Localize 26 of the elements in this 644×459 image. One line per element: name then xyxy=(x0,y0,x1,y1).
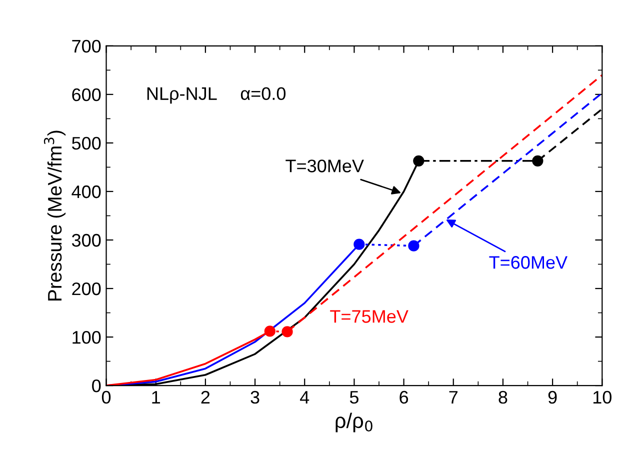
y-tick-label: 700 xyxy=(72,40,101,53)
x-tick-label: 2 xyxy=(201,390,210,404)
x-axis-title: ρ/ρ$_{0}$ xyxy=(336,412,372,432)
x-tick-label: 6 xyxy=(400,390,408,404)
y-tick-label: 200 xyxy=(72,282,101,296)
annotation: α=0.0 xyxy=(240,87,286,100)
y-tick-label: 300 xyxy=(72,234,101,247)
annotation: NLρ-NJL xyxy=(147,87,217,104)
x-tick-label: 5 xyxy=(350,391,358,404)
annotation: T=75MeV xyxy=(330,310,408,323)
y-axis-title: Pressure (MeV/fm$^{3}$) xyxy=(44,130,66,300)
x-tick-label: 10 xyxy=(593,390,612,404)
y-tick-label: 100 xyxy=(72,330,101,344)
x-tick-label: 1 xyxy=(152,391,160,404)
x-tick-label: 7 xyxy=(449,391,458,404)
annotation: T=60MeV xyxy=(489,256,568,269)
x-tick-label: 9 xyxy=(548,390,557,404)
x-tick-label: 0 xyxy=(102,390,111,404)
y-tick-label: 0 xyxy=(92,379,101,392)
x-tick-label: 8 xyxy=(498,390,508,404)
y-tick-label: 400 xyxy=(72,185,101,198)
y-tick-label: 600 xyxy=(72,88,101,102)
x-tick-label: 3 xyxy=(250,390,260,404)
annotation: T=30MeV xyxy=(286,160,364,172)
y-tick-label: 500 xyxy=(72,136,101,150)
x-tick-label: 4 xyxy=(300,391,310,404)
